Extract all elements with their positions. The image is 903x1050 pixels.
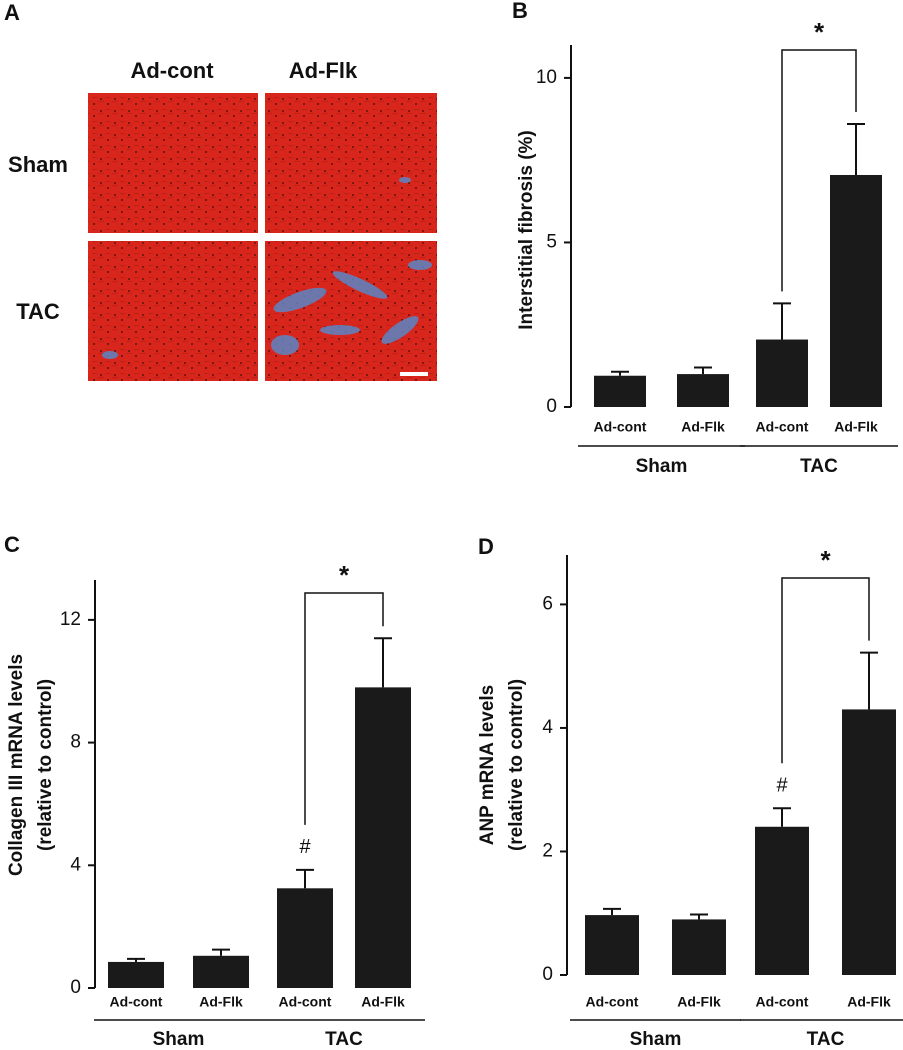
x-tick-label: Ad-Flk [677,994,721,1010]
y-tick-label: 2 [542,840,553,861]
x-tick-label: Ad-Flk [361,994,405,1010]
panel-a: A Ad-cont Ad-Flk Sham TAC [4,0,437,381]
chart-panel: B Interstitial fibrosis (%) 0 5 10 Ad-cont Ad-… [512,0,898,477]
y-axis-label: (relative to control) [35,679,56,851]
x-tick-label: Ad-cont [586,994,639,1010]
bar [672,919,726,975]
bar [594,375,646,407]
group-label: TAC [807,1029,845,1050]
y-tick-label: 0 [70,977,81,998]
significance-bracket [781,49,857,292]
group-label: TAC [800,456,838,477]
y-tick-label: 8 [70,732,81,753]
x-tick-label: Ad-Flk [834,419,878,435]
histology-image [88,93,258,233]
y-tick-label: 6 [542,593,553,614]
y-tick-label: 4 [542,717,553,738]
y-tick-label: 10 [536,67,557,88]
group-label: TAC [325,1029,363,1050]
significance-label: * [339,560,350,590]
fibrosis-staining [102,177,432,359]
bar [355,687,411,988]
significance-label: * [820,545,831,575]
row-label: TAC [16,299,60,324]
bar [193,955,249,988]
y-tick-label: 12 [60,609,81,630]
marker-label: # [776,775,788,797]
significance-bracket [304,592,384,825]
bar [830,174,882,407]
y-axis-label: Collagen III mRNA levels [6,654,27,876]
group-label: Sham [630,1029,682,1050]
group-label: Sham [153,1029,205,1050]
panel-label: C [4,532,20,557]
marker-label: # [299,836,311,858]
x-tick-label: Ad-Flk [681,419,725,435]
bar [108,961,164,988]
y-tick-label: 0 [546,396,557,417]
y-tick-label: 5 [546,231,557,252]
histology-image [88,241,258,381]
y-tick-label: 4 [70,854,81,875]
bar [677,374,729,407]
y-axis-label: (relative to control) [506,679,527,851]
row-label: Sham [8,152,68,177]
significance-label: * [814,17,825,47]
group-label: Sham [636,456,688,477]
x-tick-label: Ad-Flk [199,994,243,1010]
panel-label: D [478,534,494,559]
bar [842,709,896,975]
chart-panel: C Collagen III mRNA levels (relative to co… [4,532,425,1050]
x-tick-label: Ad-cont [756,994,809,1010]
chart-panel: D ANP mRNA levels (relative to control) 0 2 4… [477,534,903,1050]
x-tick-label: Ad-cont [756,419,809,435]
x-tick-label: Ad-cont [110,994,163,1010]
bar [756,339,808,407]
bar [277,888,333,988]
x-tick-label: Ad-cont [279,994,332,1010]
significance-bracket [781,577,870,764]
x-tick-label: Ad-Flk [847,994,891,1010]
panel-label: B [512,0,528,23]
x-tick-label: Ad-cont [594,419,647,435]
histology-image [265,93,437,233]
column-label: Ad-cont [130,58,214,83]
bar [755,826,809,975]
bar [585,915,639,975]
y-axis-label: Interstitial fibrosis (%) [516,130,537,330]
y-axis-label: ANP mRNA levels [477,685,498,846]
column-label: Ad-Flk [289,58,358,83]
scale-bar [400,372,428,376]
panel-label: A [4,0,20,25]
y-tick-label: 0 [542,964,553,985]
